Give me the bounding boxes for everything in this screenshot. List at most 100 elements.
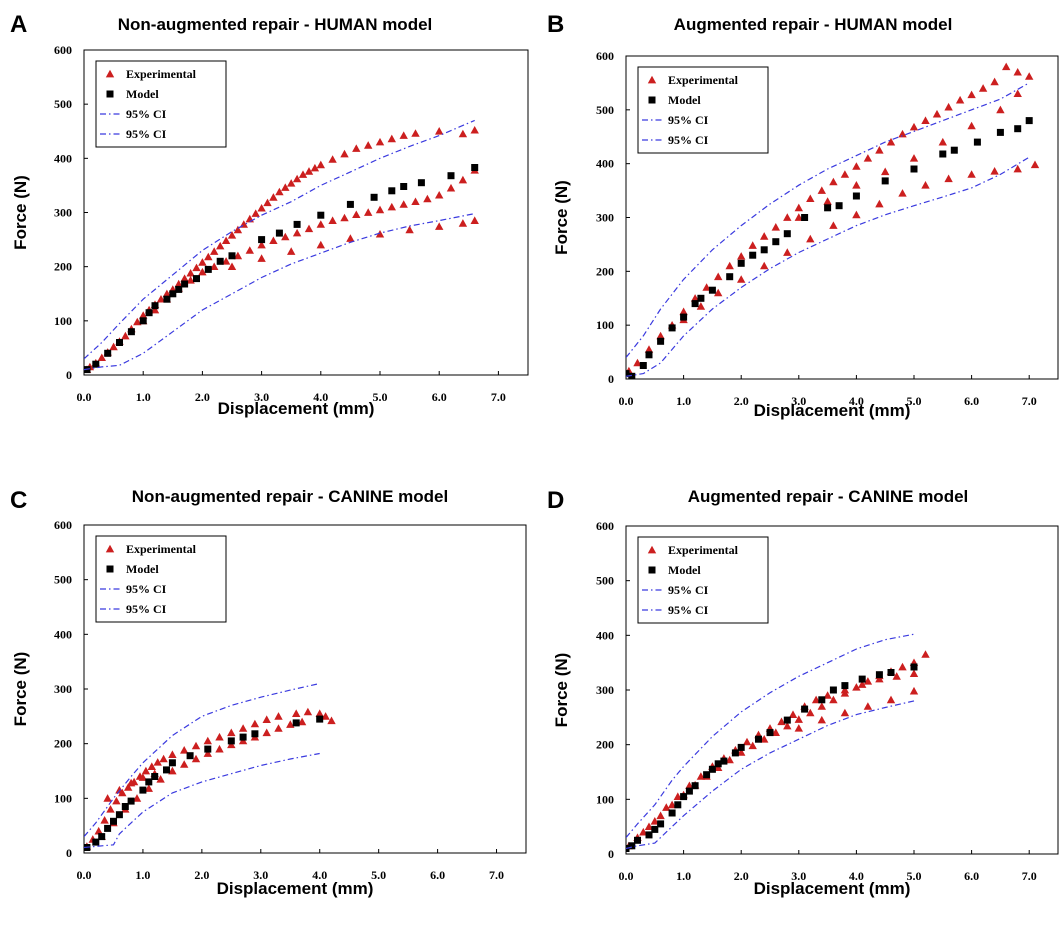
y-tick-label: 100 — [596, 318, 614, 332]
experimental-point — [287, 247, 296, 255]
experimental-point — [303, 707, 313, 716]
y-tick-label: 500 — [54, 97, 72, 111]
model-point — [145, 309, 153, 317]
experimental-point — [250, 719, 260, 728]
model-point — [726, 273, 734, 281]
experimental-point — [215, 744, 224, 753]
model-point — [645, 831, 653, 839]
experimental-point — [1013, 68, 1022, 76]
experimental-point — [141, 766, 151, 775]
experimental-point — [725, 261, 734, 270]
x-tick-label: 5.0 — [373, 390, 388, 404]
model-point — [92, 838, 100, 846]
y-tick-label: 0 — [66, 368, 72, 382]
legend-entry-label: 95% CI — [668, 113, 709, 127]
experimental-point — [269, 236, 278, 244]
ci-line — [626, 633, 915, 838]
experimental-point — [352, 144, 361, 152]
experimental-point — [1013, 164, 1022, 173]
experimental-point — [817, 715, 826, 724]
legend-model-marker — [106, 90, 114, 98]
model-point — [181, 280, 189, 288]
experimental-point — [685, 781, 694, 789]
model-point — [691, 300, 699, 308]
experimental-point — [760, 232, 769, 240]
model-point — [910, 165, 918, 173]
experimental-point — [138, 773, 148, 781]
experimental-point — [840, 708, 850, 717]
experimental-point — [470, 126, 479, 134]
experimental-point — [458, 175, 468, 184]
model-point — [881, 177, 889, 185]
x-tick-label: 1.0 — [135, 868, 150, 882]
model-point — [651, 825, 659, 833]
x-axis-label: Displacement (mm) — [217, 879, 374, 898]
experimental-point — [227, 728, 236, 737]
legend-entry-label: Model — [126, 562, 159, 576]
experimental-point — [458, 219, 468, 227]
model-point — [1014, 125, 1022, 133]
experimental-point — [967, 121, 976, 130]
experimental-point — [1030, 160, 1040, 169]
model-point — [950, 146, 958, 154]
model-point — [163, 295, 171, 303]
model-point — [92, 360, 100, 368]
experimental-point — [662, 803, 671, 811]
experimental-point — [932, 109, 942, 118]
experimental-point — [364, 141, 373, 149]
chart-title: Augmented repair - HUMAN model — [674, 15, 953, 34]
experimental-point — [133, 317, 142, 326]
experimental-point — [639, 827, 648, 836]
legend-experimental-marker — [105, 544, 115, 553]
legend-entry-label: Experimental — [126, 67, 197, 81]
experimental-point — [1013, 89, 1022, 97]
model-point — [852, 192, 860, 200]
experimental-point — [777, 717, 786, 726]
legend-model-marker — [648, 96, 656, 104]
model-point — [801, 705, 809, 713]
model-point — [731, 749, 739, 757]
experimental-point — [650, 817, 659, 825]
experimental-point — [446, 183, 456, 192]
model-point — [175, 285, 183, 293]
experimental-point — [760, 735, 769, 743]
experimental-point — [921, 650, 930, 658]
experimental-point — [955, 95, 965, 104]
ci-line — [626, 156, 1030, 377]
experimental-point — [737, 252, 746, 260]
model-point — [824, 204, 832, 212]
experimental-point — [144, 784, 153, 792]
plot-area — [626, 633, 930, 852]
experimental-point — [168, 750, 177, 758]
x-tick-label: 1.0 — [676, 869, 691, 883]
experimental-point — [304, 224, 314, 233]
experimental-point — [673, 792, 682, 800]
x-tick-label: 2.0 — [195, 390, 210, 404]
experimental-point — [156, 775, 165, 783]
legend: Experimental Model 95% CI 95% CI — [637, 536, 769, 624]
experimental-point — [840, 170, 850, 178]
experimental-point — [656, 331, 665, 340]
model-point — [829, 686, 837, 694]
experimental-point — [748, 741, 757, 750]
y-tick-label: 600 — [596, 519, 614, 533]
experimental-point — [788, 710, 798, 718]
y-axis-label: Force (N) — [11, 652, 30, 727]
model-point — [680, 313, 688, 321]
model-point — [841, 682, 849, 690]
model-point — [169, 290, 177, 298]
experimental-point — [286, 720, 295, 728]
experimental-point — [696, 302, 706, 310]
y-tick-label: 400 — [596, 157, 614, 171]
experimental-point — [297, 717, 307, 726]
legend-entry-label: 95% CI — [126, 602, 167, 616]
x-tick-label: 4.0 — [313, 390, 328, 404]
model-point — [749, 251, 757, 259]
y-tick-label: 200 — [596, 738, 614, 752]
experimental-point — [644, 345, 654, 353]
experimental-point — [263, 198, 272, 207]
model-point — [139, 786, 147, 794]
experimental-point — [126, 778, 136, 787]
legend-entry-label: 95% CI — [126, 107, 167, 121]
y-tick-label: 300 — [54, 682, 72, 696]
